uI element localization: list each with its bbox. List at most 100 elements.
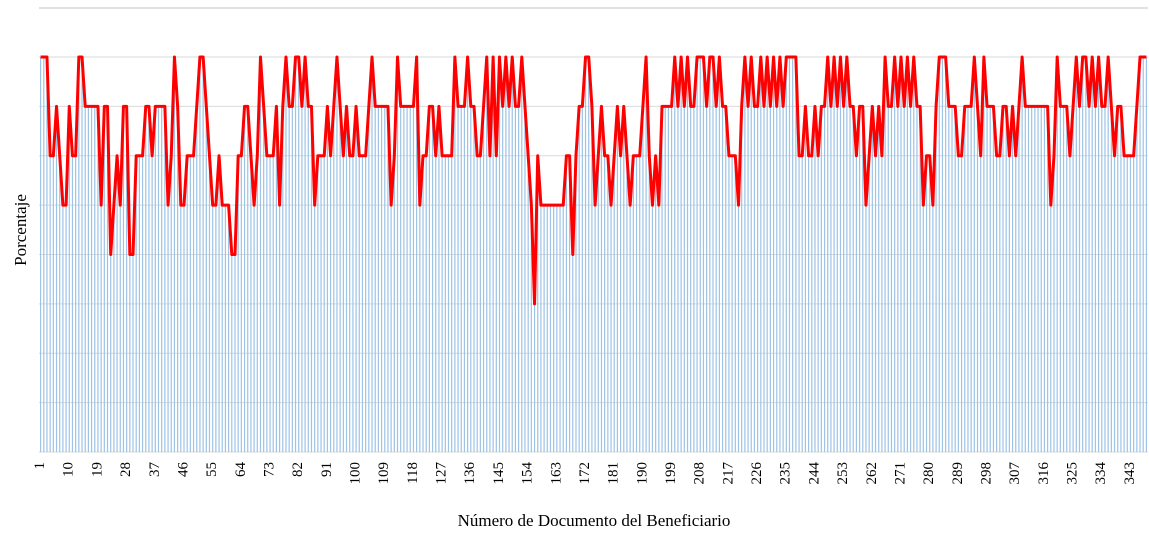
x-tick-label: 280: [921, 462, 937, 485]
bar: [52, 155, 54, 452]
bar: [514, 106, 517, 452]
bar: [804, 106, 807, 452]
bar: [355, 106, 357, 452]
x-tick-label: 217: [720, 462, 736, 485]
bar: [508, 106, 510, 452]
bar: [992, 106, 995, 452]
bar: [986, 106, 988, 452]
bar: [607, 155, 609, 452]
bar: [43, 57, 45, 452]
bar: [447, 155, 450, 452]
bar: [820, 106, 822, 452]
bar: [533, 303, 536, 452]
bar: [721, 106, 724, 452]
x-tick-label: 127: [434, 462, 450, 485]
bar: [253, 205, 255, 452]
bar: [1091, 57, 1093, 452]
x-tick-label: 208: [692, 462, 708, 485]
bar: [81, 57, 83, 452]
bar: [846, 57, 848, 452]
bar: [1120, 106, 1122, 452]
y-axis-title: Porcentaje: [11, 194, 30, 266]
bar: [823, 106, 826, 452]
bar: [664, 106, 666, 452]
bar: [849, 106, 851, 452]
bar: [925, 155, 928, 452]
bar: [482, 106, 485, 452]
bar: [750, 57, 752, 452]
bar: [1075, 57, 1077, 452]
bar: [744, 57, 746, 452]
bar: [1021, 57, 1023, 452]
bar: [731, 155, 733, 452]
x-tick-label: 145: [491, 462, 507, 485]
bar: [157, 106, 160, 452]
bar: [683, 106, 685, 452]
bar: [1139, 57, 1141, 452]
bar: [62, 205, 64, 452]
bar: [1104, 106, 1106, 452]
bar: [135, 155, 137, 452]
bar: [521, 57, 523, 452]
bar: [151, 155, 153, 452]
x-tick-label: 316: [1036, 462, 1052, 485]
bar: [855, 155, 858, 452]
bar: [339, 106, 341, 452]
bar: [97, 106, 99, 452]
bar: [103, 106, 105, 452]
bar: [839, 57, 842, 452]
bar: [894, 57, 896, 452]
bar: [186, 155, 188, 452]
bar: [505, 57, 507, 452]
bar: [68, 106, 70, 452]
bar: [141, 155, 144, 452]
bar: [1002, 106, 1004, 452]
x-axis-title: Número de Documento del Beneficiario: [458, 511, 731, 530]
x-tick-label: 253: [835, 462, 851, 485]
bar: [782, 106, 784, 452]
bar: [715, 106, 717, 452]
bar: [259, 57, 262, 452]
bar: [575, 155, 577, 452]
bar: [301, 106, 303, 452]
bar: [827, 57, 829, 452]
bar: [623, 106, 625, 452]
bar: [613, 155, 615, 452]
x-tick-label: 298: [979, 462, 995, 485]
bar: [94, 106, 96, 452]
bar: [329, 155, 332, 452]
bar: [996, 155, 998, 452]
x-tick-label: 226: [749, 462, 765, 485]
bar: [425, 155, 427, 452]
bar: [282, 106, 284, 452]
bar: [632, 155, 634, 452]
bar: [173, 57, 176, 452]
bar: [183, 205, 185, 452]
bar: [164, 106, 166, 452]
bar: [243, 106, 246, 452]
bar: [518, 106, 520, 452]
bar: [384, 106, 386, 452]
bar: [473, 106, 475, 452]
bar: [553, 205, 555, 452]
bar: [1088, 106, 1090, 452]
bar: [760, 57, 762, 452]
bar: [798, 155, 800, 452]
bar: [779, 57, 781, 452]
bar: [1018, 106, 1020, 452]
line: [40, 55, 1147, 306]
bar: [1094, 106, 1097, 452]
bar: [161, 106, 163, 452]
bar: [1040, 106, 1042, 452]
bar: [380, 106, 383, 452]
bar: [298, 57, 300, 452]
bar: [177, 106, 179, 452]
bar: [843, 106, 845, 452]
bar: [712, 57, 714, 452]
bar: [766, 57, 768, 452]
x-tick-label: 244: [806, 462, 822, 485]
bar: [906, 57, 908, 452]
bar: [285, 57, 287, 452]
bar: [524, 106, 526, 452]
